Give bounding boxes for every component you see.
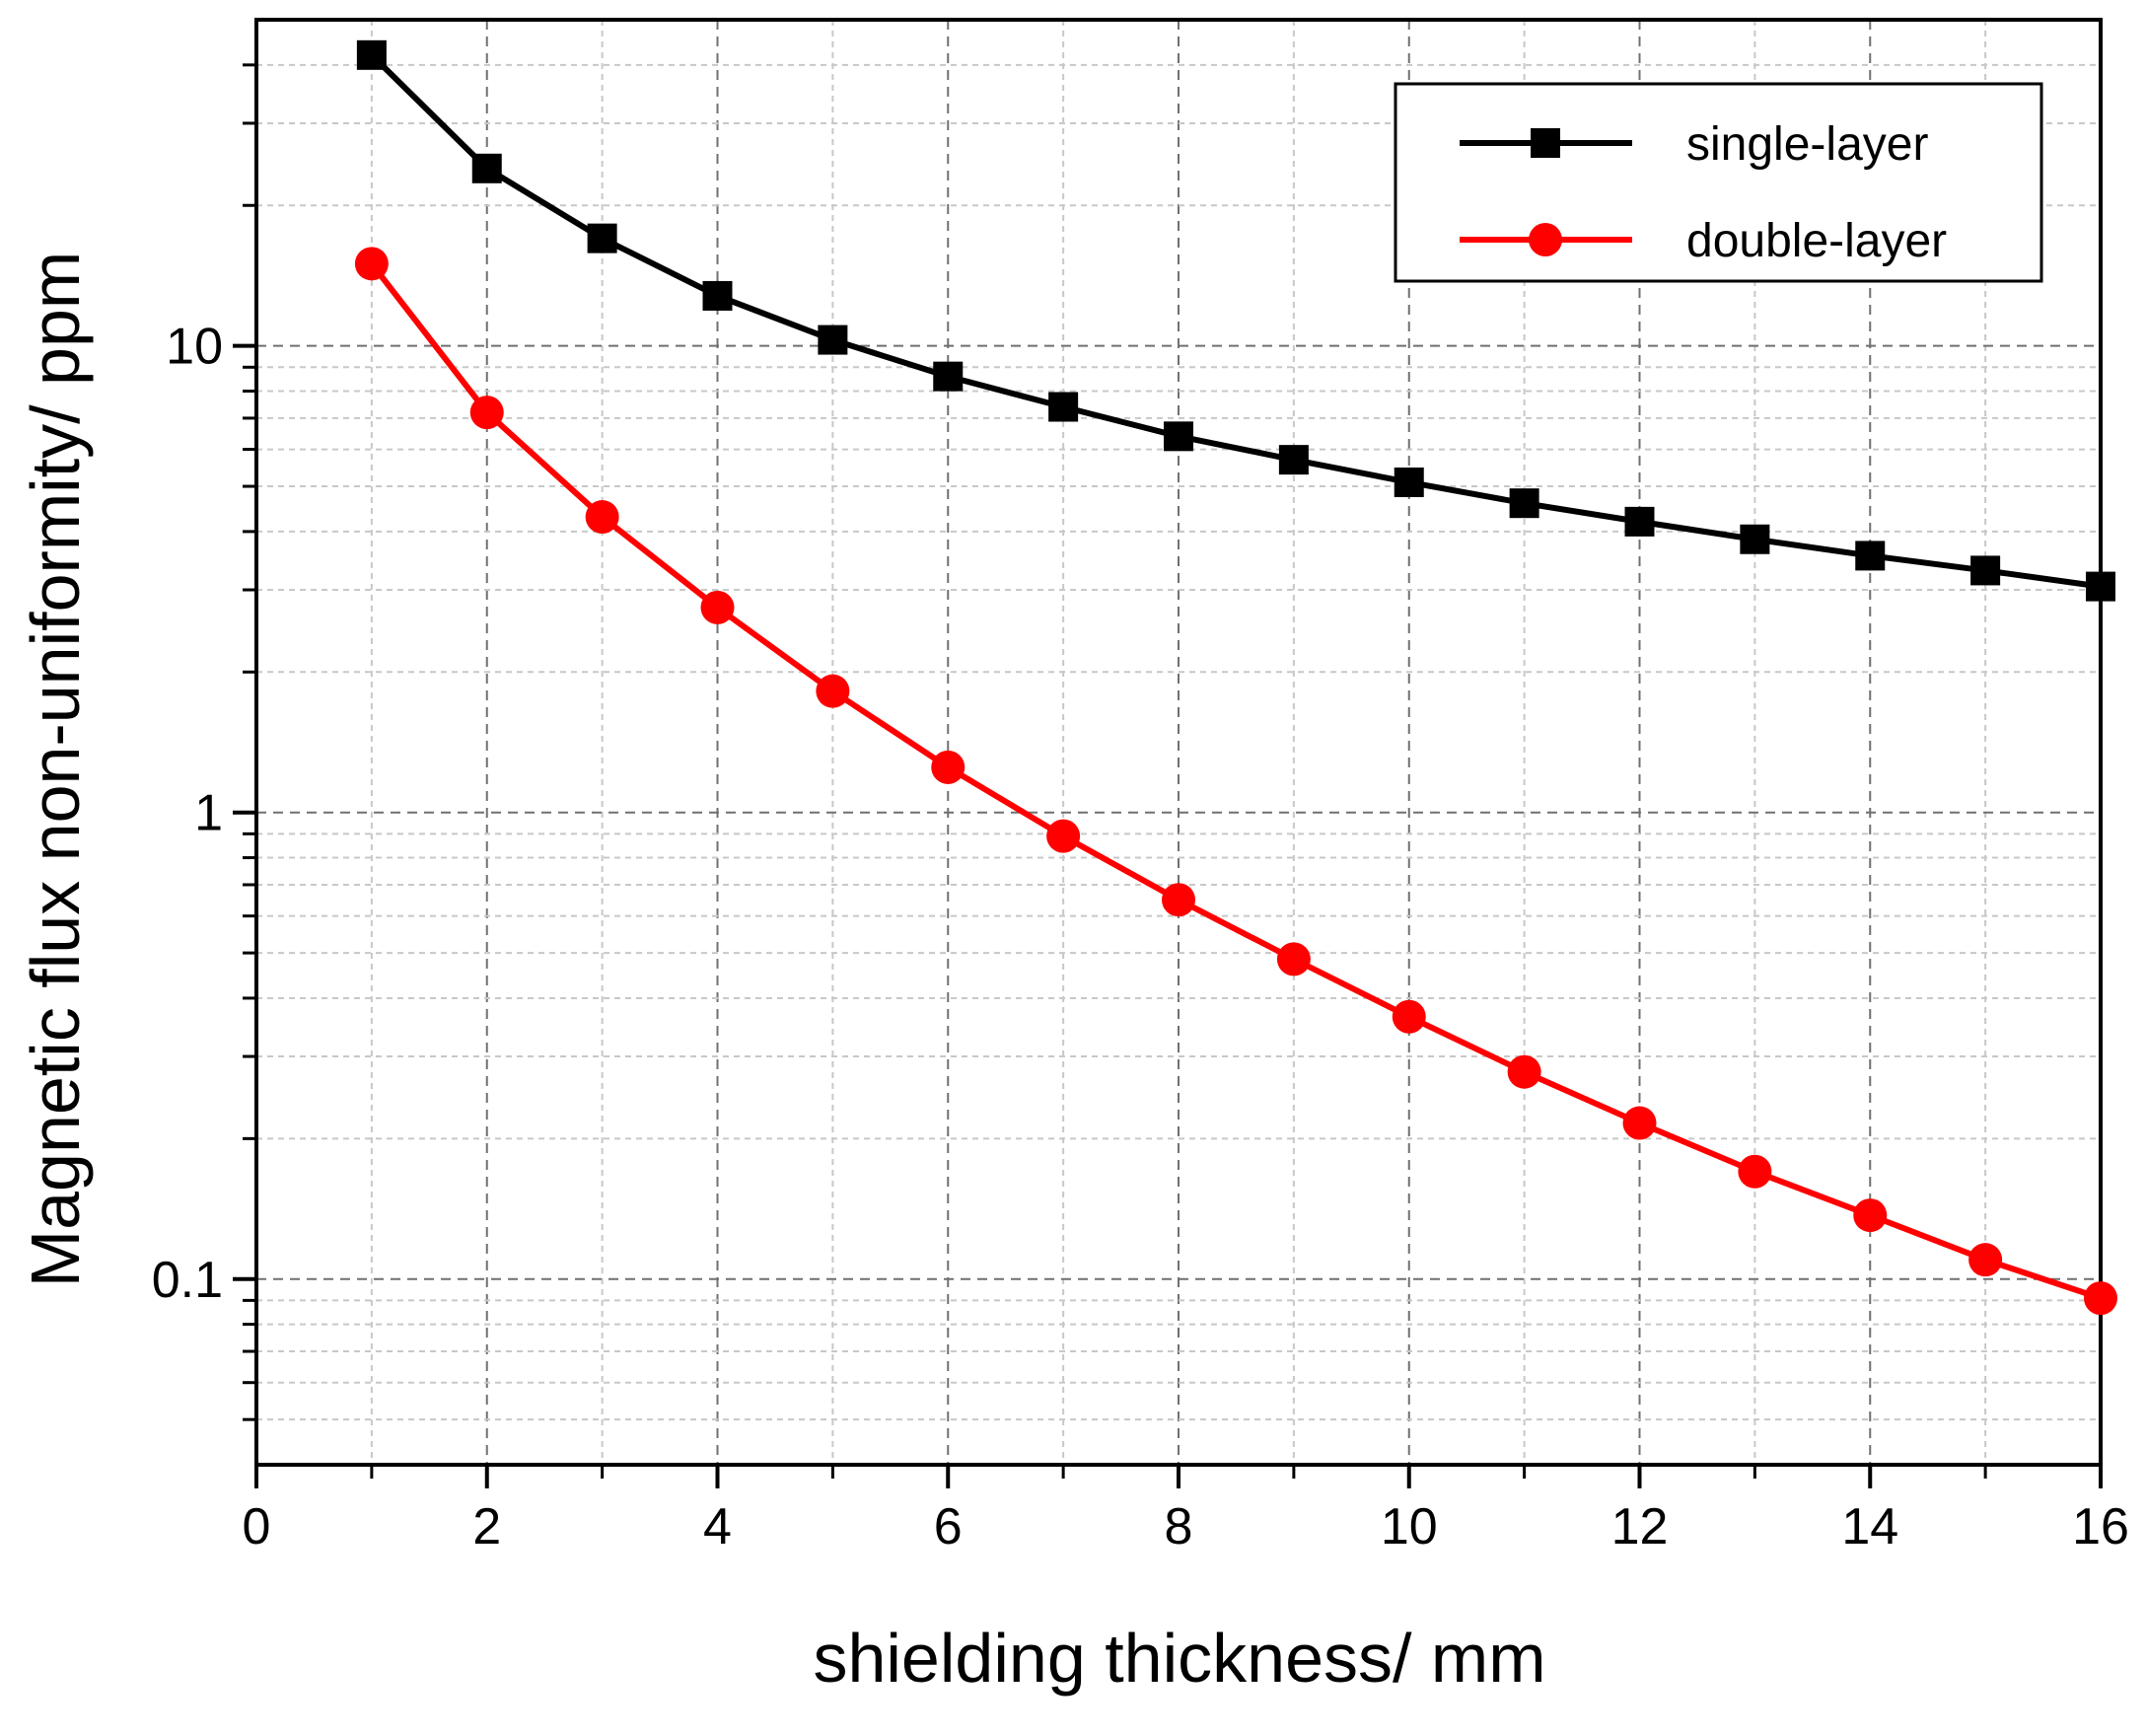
data-point-single-layer bbox=[818, 325, 848, 355]
data-point-single-layer bbox=[1164, 421, 1193, 452]
legend-box bbox=[1394, 82, 2043, 283]
x-tick-label: 6 bbox=[934, 1498, 963, 1555]
series-line-double-layer bbox=[369, 261, 2102, 1301]
data-point-double-layer bbox=[354, 247, 389, 281]
data-point-single-layer bbox=[1740, 524, 1770, 554]
legend-marker-double-layer bbox=[1529, 223, 1562, 256]
data-point-single-layer bbox=[587, 223, 617, 253]
data-point-double-layer bbox=[1392, 999, 1426, 1034]
data-point-double-layer bbox=[1162, 883, 1195, 917]
data-point-double-layer bbox=[1853, 1198, 1888, 1233]
data-point-double-layer bbox=[700, 590, 735, 624]
data-point-single-layer bbox=[1394, 467, 1424, 497]
data-point-double-layer bbox=[1046, 819, 1081, 853]
legend-label-single-layer: single-layer bbox=[1686, 118, 1928, 171]
data-point-double-layer bbox=[469, 396, 504, 430]
data-point-double-layer bbox=[1738, 1154, 1772, 1189]
data-point-single-layer bbox=[1855, 541, 1886, 571]
data-point-double-layer bbox=[931, 750, 966, 784]
data-point-single-layer bbox=[1509, 488, 1539, 519]
data-point-double-layer bbox=[1276, 942, 1311, 976]
axes: 0 2 4 6 8 10 12 14 16 0.1 1 10 bbox=[152, 18, 2129, 1555]
legend-marker-single-layer bbox=[1531, 128, 1560, 158]
data-point-single-layer bbox=[1624, 506, 1655, 537]
legend: single-layer double-layer bbox=[1394, 82, 2043, 283]
data-point-single-layer bbox=[356, 39, 387, 70]
x-tick-label: 8 bbox=[1165, 1498, 1193, 1555]
x-axis-title: shielding thickness/ mm bbox=[813, 1620, 1545, 1697]
data-point-single-layer bbox=[2086, 571, 2115, 602]
data-point-single-layer bbox=[471, 153, 502, 183]
y-tick-label: 10 bbox=[166, 319, 223, 376]
data-point-single-layer bbox=[933, 361, 964, 392]
x-tick-label: 4 bbox=[703, 1498, 732, 1555]
data-point-double-layer bbox=[2084, 1281, 2117, 1316]
data-point-single-layer bbox=[1048, 392, 1079, 422]
series-line-single-layer bbox=[369, 52, 2102, 590]
y-tick-label: 0.1 bbox=[152, 1252, 223, 1309]
series-layer bbox=[354, 39, 2117, 1316]
data-point-single-layer bbox=[1278, 445, 1309, 475]
data-point-double-layer bbox=[1622, 1106, 1657, 1140]
legend-label-double-layer: double-layer bbox=[1686, 215, 1947, 267]
y-axis-title: Magnetic flux non-uniformity/ ppm bbox=[17, 252, 94, 1287]
data-point-double-layer bbox=[816, 674, 850, 708]
y-tick-label: 1 bbox=[194, 785, 223, 842]
x-tick-label: 14 bbox=[1841, 1498, 1898, 1555]
x-tick-label: 12 bbox=[1611, 1498, 1669, 1555]
x-tick-label: 0 bbox=[243, 1498, 271, 1555]
data-point-double-layer bbox=[1507, 1054, 1541, 1089]
x-tick-label: 10 bbox=[1381, 1498, 1438, 1555]
data-point-single-layer bbox=[702, 280, 733, 311]
data-point-double-layer bbox=[1968, 1243, 2003, 1277]
x-tick-label: 2 bbox=[472, 1498, 501, 1555]
x-tick-label: 16 bbox=[2072, 1498, 2129, 1555]
data-point-single-layer bbox=[1970, 555, 2001, 586]
data-point-double-layer bbox=[585, 500, 619, 535]
